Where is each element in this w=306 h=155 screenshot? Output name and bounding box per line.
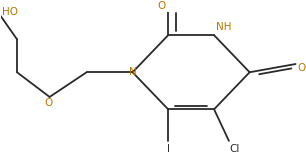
Text: HO: HO (2, 7, 18, 17)
Text: N: N (129, 67, 136, 77)
Text: Cl: Cl (230, 144, 240, 154)
Text: I: I (167, 144, 170, 154)
Text: NH: NH (216, 22, 232, 32)
Text: O: O (44, 98, 52, 108)
Text: O: O (297, 63, 305, 73)
Text: O: O (157, 0, 165, 11)
